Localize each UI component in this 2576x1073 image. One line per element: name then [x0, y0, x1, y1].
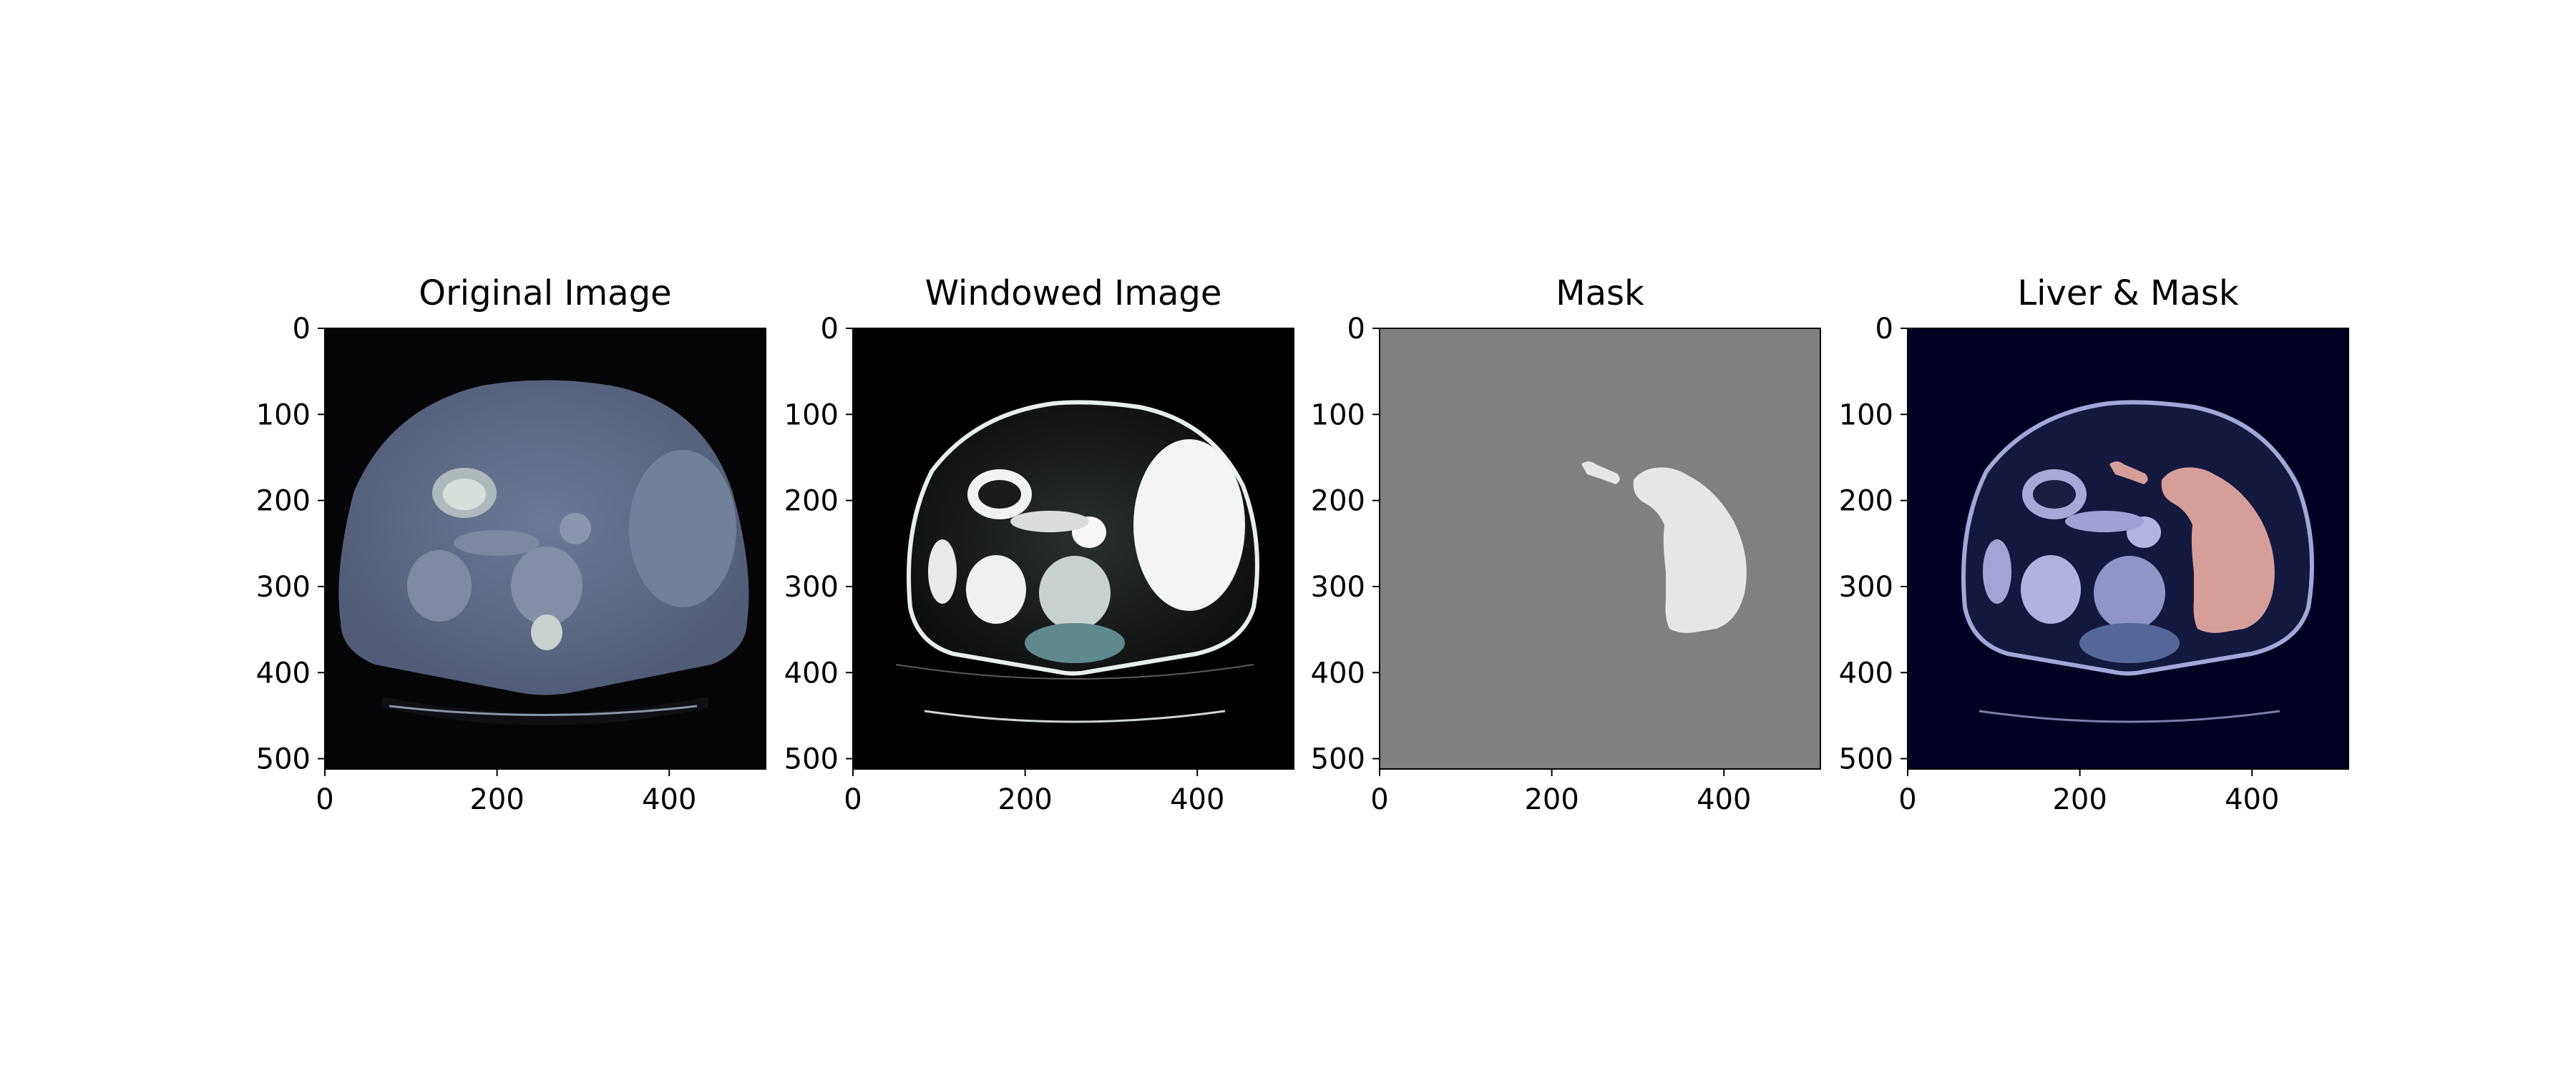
y-tick-label: 400 — [256, 657, 311, 690]
panel-title-original: Original Image — [419, 273, 671, 313]
x-tick-label: 200 — [469, 783, 524, 816]
mask-region — [1581, 461, 1747, 633]
y-tick-label: 300 — [1311, 571, 1365, 604]
y-tick-label: 300 — [256, 571, 311, 604]
x-tick-label: 200 — [2052, 783, 2107, 816]
y-tick-label: 400 — [1311, 657, 1365, 690]
y-tick-label: 500 — [1839, 743, 1893, 776]
y-tick-label: 100 — [1311, 398, 1365, 431]
y-tick-label: 400 — [784, 657, 839, 690]
x-tick-label: 0 — [1898, 783, 1916, 816]
y-tick-label: 300 — [1839, 571, 1893, 604]
y-tick-label: 0 — [293, 313, 311, 346]
x-tick-label: 200 — [1524, 783, 1579, 816]
y-tick-label: 100 — [784, 398, 839, 431]
y-tick-label: 300 — [784, 571, 839, 604]
panel-title-windowed: Windowed Image — [925, 273, 1222, 313]
y-tick-label: 0 — [1347, 313, 1365, 346]
panel-title-overlay: Liver & Mask — [2017, 273, 2239, 313]
panel-windowed: Windowed Image 0 200 400 0 100 200 300 400 500 — [784, 273, 1294, 816]
ct-windowed — [895, 400, 1259, 723]
panel-title-mask: Mask — [1556, 273, 1644, 313]
x-tick-label: 200 — [997, 783, 1052, 816]
ct-original — [338, 380, 749, 725]
y-tick-label: 100 — [256, 398, 311, 431]
panel-mask: Mask 0 200 400 0 100 200 300 400 500 — [1311, 273, 1821, 816]
x-tick-label: 0 — [1370, 783, 1388, 816]
y-tick-label: 200 — [1311, 485, 1365, 518]
y-tick-label: 0 — [1875, 313, 1893, 346]
panel-original: Original Image 0 200 400 0 100 200 300 400 500 — [256, 273, 766, 816]
liver-overlay — [2109, 461, 2275, 633]
y-tick-label: 200 — [784, 485, 839, 518]
y-tick-label: 100 — [1839, 398, 1893, 431]
x-tick-label: 0 — [316, 783, 333, 816]
y-tick-label: 400 — [1839, 657, 1893, 690]
y-tick-label: 200 — [256, 485, 311, 518]
x-tick-label: 400 — [1170, 783, 1224, 816]
x-tick-label: 0 — [844, 783, 862, 816]
x-tick-label: 400 — [2225, 783, 2279, 816]
y-tick-label: 500 — [256, 743, 311, 776]
y-tick-label: 0 — [821, 313, 839, 346]
y-tick-label: 500 — [1311, 743, 1365, 776]
y-tick-label: 200 — [1839, 485, 1893, 518]
panel-overlay: Liver & Mask 0 200 400 0 100 200 300 400 500 — [1839, 273, 2349, 816]
image-mask — [1380, 328, 1820, 769]
y-tick-label: 500 — [784, 743, 839, 776]
x-tick-label: 400 — [1697, 783, 1751, 816]
x-tick-label: 400 — [642, 783, 696, 816]
